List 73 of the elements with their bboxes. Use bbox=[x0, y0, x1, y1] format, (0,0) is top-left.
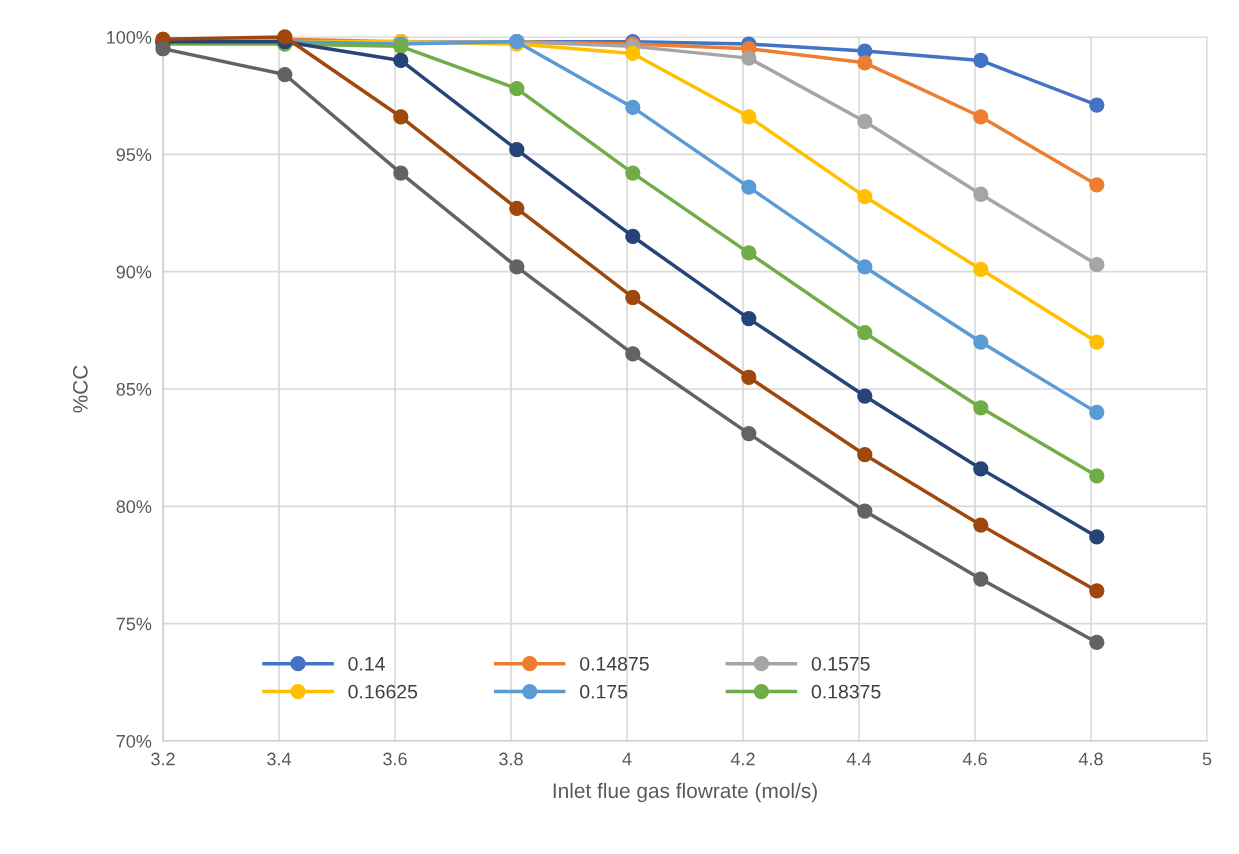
point bbox=[1089, 97, 1105, 113]
point bbox=[741, 310, 757, 327]
point bbox=[393, 52, 409, 69]
point bbox=[741, 245, 757, 261]
point bbox=[741, 50, 757, 66]
point bbox=[857, 325, 873, 341]
point bbox=[973, 52, 989, 69]
point bbox=[155, 41, 171, 57]
x-tick-label: 3.6 bbox=[383, 752, 407, 766]
point bbox=[625, 346, 641, 362]
legend-label: 0.14 bbox=[348, 656, 385, 671]
x-tick-label: 4.6 bbox=[962, 752, 987, 766]
point bbox=[857, 259, 873, 275]
x-tick-label: 4 bbox=[622, 752, 632, 766]
y-tick-label: 100% bbox=[107, 30, 152, 44]
y-tick-label: 90% bbox=[116, 265, 152, 279]
point bbox=[741, 109, 757, 125]
point bbox=[1089, 583, 1105, 599]
point bbox=[973, 400, 989, 416]
point bbox=[741, 425, 757, 442]
y-tick-label: 75% bbox=[116, 617, 152, 631]
y-axis-title: %CC bbox=[72, 365, 88, 413]
point bbox=[1089, 256, 1105, 273]
x-tick-label: 4.4 bbox=[846, 752, 872, 766]
point bbox=[509, 259, 525, 275]
x-tick-label: 3.2 bbox=[151, 752, 175, 766]
y-tick-label: 85% bbox=[116, 382, 152, 396]
point bbox=[393, 165, 409, 181]
point bbox=[509, 142, 525, 158]
point bbox=[857, 55, 873, 71]
legend-label: 0.14875 bbox=[580, 656, 649, 671]
x-tick-label: 3.8 bbox=[499, 752, 523, 766]
point bbox=[973, 186, 989, 202]
point bbox=[1089, 334, 1105, 350]
point bbox=[973, 517, 989, 533]
point bbox=[973, 571, 989, 587]
point bbox=[625, 228, 641, 245]
y-tick-label: 70% bbox=[116, 734, 152, 748]
point bbox=[393, 109, 409, 125]
x-tick-label: 3.4 bbox=[267, 752, 292, 766]
legend-label: 0.1575 bbox=[811, 656, 870, 671]
point bbox=[857, 113, 873, 130]
x-tick-label: 4.8 bbox=[1078, 752, 1103, 766]
point bbox=[509, 200, 525, 216]
point bbox=[1089, 404, 1105, 421]
x-axis-title: Inlet flue gas flowrate (mol/s) bbox=[553, 782, 817, 803]
point bbox=[625, 45, 641, 62]
point bbox=[973, 461, 989, 477]
point bbox=[277, 66, 293, 83]
point bbox=[741, 369, 757, 385]
legend-label: 0.175 bbox=[580, 684, 628, 699]
point bbox=[973, 109, 989, 125]
point bbox=[741, 179, 757, 195]
point bbox=[973, 261, 989, 277]
legend-label: 0.16625 bbox=[348, 684, 418, 699]
point bbox=[1089, 634, 1105, 651]
point bbox=[857, 447, 873, 463]
point bbox=[973, 334, 989, 350]
point bbox=[857, 503, 873, 519]
point bbox=[1089, 529, 1105, 545]
x-tick-label: 4.2 bbox=[730, 752, 755, 766]
y-tick-label: 80% bbox=[116, 500, 152, 514]
y-tick-label: 95% bbox=[116, 148, 152, 162]
point bbox=[857, 388, 873, 404]
point bbox=[1089, 177, 1105, 193]
point bbox=[509, 80, 525, 97]
point bbox=[625, 165, 641, 181]
x-tick-label: 5 bbox=[1202, 752, 1212, 766]
point bbox=[625, 289, 641, 306]
point bbox=[1089, 468, 1105, 484]
point bbox=[625, 99, 641, 116]
legend-label: 0.18375 bbox=[811, 684, 881, 699]
point bbox=[857, 188, 873, 205]
